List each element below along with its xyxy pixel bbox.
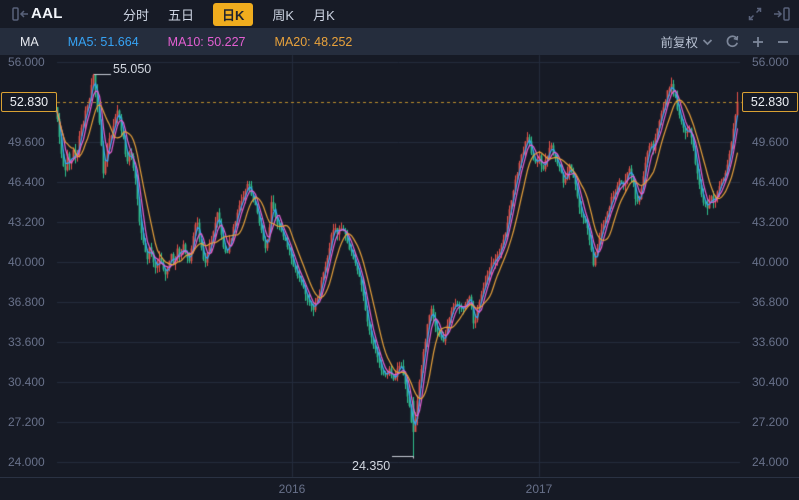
tab-weekly-k[interactable]: 周K [272,7,295,23]
tab-minute[interactable]: 分时 [123,7,150,23]
period-tabs: 分时 五日 日K 周K 月K [123,0,335,28]
y-axis-label-right: 24.000 [752,455,789,469]
minus-icon[interactable] [777,36,789,48]
y-axis-label-right: 30.400 [752,375,789,389]
y-axis-label-left: 49.600 [8,135,45,149]
chart-header: AAL 分时 五日 日K 周K 月K [0,0,799,28]
dock-right-icon[interactable] [773,7,790,21]
y-axis-label-right: 49.600 [752,135,789,149]
y-axis-label-left: 46.400 [8,175,45,189]
y-axis-label-right: 36.800 [752,295,789,309]
y-axis-label-left: 43.200 [8,215,45,229]
plus-icon[interactable] [752,36,764,48]
y-axis-label-right: 46.400 [752,175,789,189]
y-axis-label-right: 40.000 [752,255,789,269]
y-axis-label-left: 40.000 [8,255,45,269]
tab-5day[interactable]: 五日 [168,7,195,23]
indicator-bar: MA MA5: 51.664 MA10: 50.227 MA20: 48.252… [0,28,799,55]
y-axis-label-left: 36.800 [8,295,45,309]
current-price-tag-left: 52.830 [1,92,57,112]
y-axis-label-right: 33.600 [752,335,789,349]
high-price-marker: 55.050 [113,62,152,76]
ma5-readout: MA5: 51.664 [67,34,139,49]
chevron-down-icon [702,38,713,46]
y-axis-label-right: 43.200 [752,215,789,229]
y-axis-label-right: 27.200 [752,415,789,429]
ma10-readout: MA10: 50.227 [167,34,246,49]
y-axis-label-left: 56.000 [8,55,45,69]
adjust-mode-dropdown[interactable]: 前复权 [660,32,713,51]
refresh-icon[interactable] [726,35,739,48]
x-axis-label: 2017 [525,482,553,496]
time-axis: 2016 2017 [0,477,799,500]
collapse-left-icon[interactable] [12,7,29,21]
indicator-name[interactable]: MA [20,34,39,49]
y-axis-label-left: 33.600 [8,335,45,349]
current-price-tag-right: 52.830 [742,92,798,112]
low-price-marker: 24.350 [352,459,391,473]
tab-daily-k[interactable]: 日K [213,2,254,26]
x-axis-label: 2016 [278,482,306,496]
expand-icon[interactable] [748,7,762,21]
y-axis-label-right: 56.000 [752,55,789,69]
tab-monthly-k[interactable]: 月K [313,7,335,23]
symbol-title: AAL [31,5,63,22]
y-axis-label-left: 24.000 [8,455,45,469]
y-axis-label-left: 30.400 [8,375,45,389]
ma20-readout: MA20: 48.252 [274,34,353,49]
y-axis-label-left: 27.200 [8,415,45,429]
